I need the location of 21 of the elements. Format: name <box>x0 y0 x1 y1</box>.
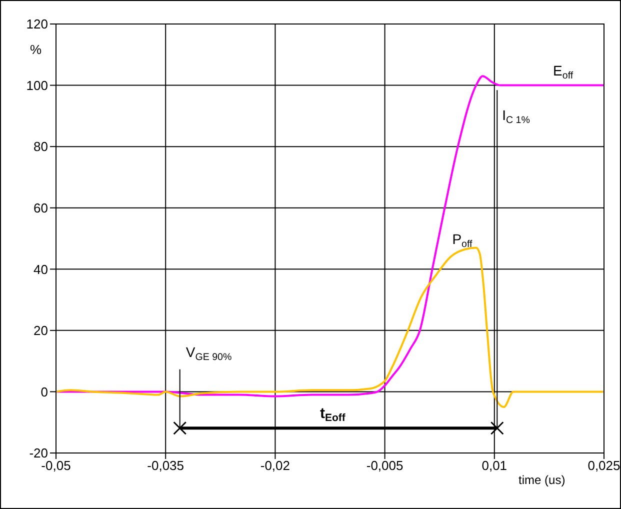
y-tick-label: -20 <box>29 446 48 461</box>
y-tick-label: 40 <box>34 262 48 277</box>
x-tick-label: -0,05 <box>41 458 71 474</box>
annotation: V$_{GE 90%}$ <box>186 344 232 363</box>
x-tick-label: -0,02 <box>260 458 290 474</box>
annotation: t$_{Eoff}$ <box>320 404 346 424</box>
y-tick-label: 100 <box>26 78 48 93</box>
x-tick-label: 0,01 <box>482 458 508 474</box>
annotation: E$_{off}$ <box>553 62 574 82</box>
y-tick-label: 20 <box>34 323 48 338</box>
y-tick-label: 60 <box>34 200 48 216</box>
annotation: P$_{off}$ <box>452 231 473 250</box>
x-axis-title: time (us) <box>518 473 566 487</box>
y-axis-title: % <box>30 42 42 57</box>
x-tick-label: 0,025 <box>588 458 620 474</box>
y-tick-label: 120 <box>26 16 48 32</box>
x-tick-label: -0,035 <box>147 458 184 474</box>
annotation: I$_{C 1%}$ <box>502 107 530 126</box>
x-tick-label: -0,005 <box>366 458 404 474</box>
y-tick-label: 0 <box>40 384 48 400</box>
y-tick-label: 80 <box>34 139 48 154</box>
